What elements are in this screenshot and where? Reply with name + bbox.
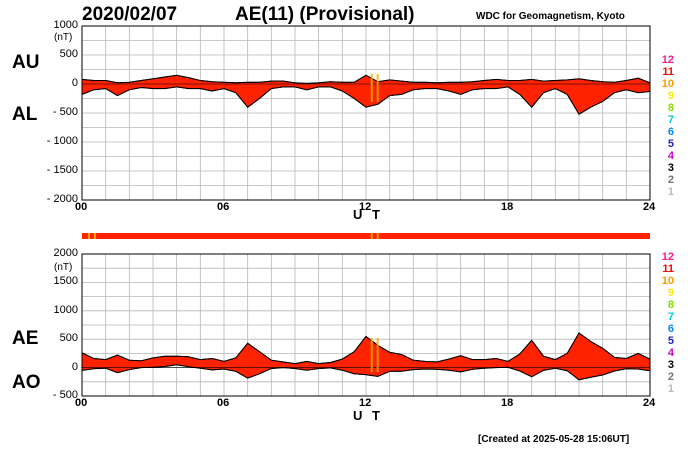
created-timestamp: [Created at 2025-05-28 15:06UT]: [478, 434, 630, 445]
level-3: 3: [667, 359, 674, 371]
data-center-label: WDC for Geomagnetism, Kyoto: [476, 11, 625, 22]
level-12: 12: [661, 251, 674, 263]
level-8: 8: [667, 299, 674, 311]
level-7: 7: [667, 114, 674, 126]
activity-marker: [376, 74, 379, 102]
level-5: 5: [667, 138, 674, 150]
y-tick-label: - 1500: [46, 164, 78, 176]
series-line-al: [81, 86, 651, 115]
plot-frame: [81, 25, 651, 201]
y-tick-label: 1500: [53, 275, 78, 288]
panel2-unit: (nT): [54, 262, 73, 273]
y-tick-label: 0: [71, 360, 78, 373]
level-10: 10: [661, 78, 674, 90]
series-line-ao: [81, 364, 651, 381]
level-5: 5: [667, 335, 674, 347]
y-tick-label: - 1000: [46, 135, 78, 147]
level-3: 3: [667, 162, 674, 174]
y-tick-label: 1000: [53, 19, 78, 31]
x-tick-label: 18: [501, 201, 514, 213]
panel1-xlabel: U T: [353, 207, 383, 222]
x-tick-label: 00: [75, 201, 88, 213]
level-9: 9: [667, 90, 674, 102]
series-line-au: [81, 74, 651, 84]
level-11: 11: [662, 263, 674, 275]
status-bar-marker: [87, 233, 90, 239]
y-tick-label: - 2000: [46, 193, 78, 205]
ao-label: AO: [12, 372, 41, 393]
y-tick-label: 2000: [53, 247, 78, 259]
ae-label: AE: [12, 328, 39, 349]
level-9: 9: [667, 287, 674, 299]
x-tick-label: 24: [643, 397, 656, 409]
x-tick-label: 06: [217, 201, 230, 213]
level-1: 1: [667, 383, 674, 395]
level-2: 2: [667, 174, 674, 186]
level-4: 4: [667, 150, 674, 162]
x-tick-label: 00: [75, 397, 88, 409]
level-11: 11: [662, 66, 674, 78]
status-bar-marker: [376, 233, 379, 239]
level-6: 6: [667, 126, 674, 138]
x-tick-label: 12: [359, 397, 372, 409]
panel2-xlabel: U T: [353, 408, 383, 423]
level-12: 12: [661, 54, 674, 66]
x-tick-label: 24: [643, 201, 656, 213]
level-8: 8: [667, 102, 674, 114]
x-tick-label: 18: [501, 397, 514, 409]
activity-marker: [370, 74, 373, 102]
plot-frame: [81, 253, 651, 397]
activity-marker: [370, 338, 373, 372]
activity-marker: [376, 338, 379, 372]
date-title: 2020/02/07: [82, 4, 178, 25]
al-label: AL: [12, 104, 38, 125]
level-6: 6: [667, 323, 674, 335]
y-tick-label: 500: [59, 332, 78, 345]
level-4: 4: [667, 347, 674, 359]
au-label: AU: [12, 52, 40, 73]
status-bar-marker: [93, 233, 96, 239]
status-bar-marker: [370, 233, 373, 239]
index-title: AE(11) (Provisional): [235, 4, 415, 25]
y-tick-label: 500: [59, 48, 78, 60]
x-tick-label: 12: [359, 201, 372, 213]
level-2: 2: [667, 371, 674, 383]
panel1-unit: (nT): [54, 32, 73, 43]
y-tick-label: 1000: [53, 303, 78, 316]
y-tick-label: - 500: [52, 106, 78, 118]
y-tick-label: - 500: [52, 389, 78, 401]
x-tick-label: 06: [217, 397, 230, 409]
level-7: 7: [667, 311, 674, 323]
status-bar: [82, 233, 650, 239]
level-1: 1: [667, 186, 674, 198]
y-tick-label: 0: [71, 77, 78, 89]
level-10: 10: [661, 275, 674, 287]
series-line-ae: [81, 332, 651, 365]
